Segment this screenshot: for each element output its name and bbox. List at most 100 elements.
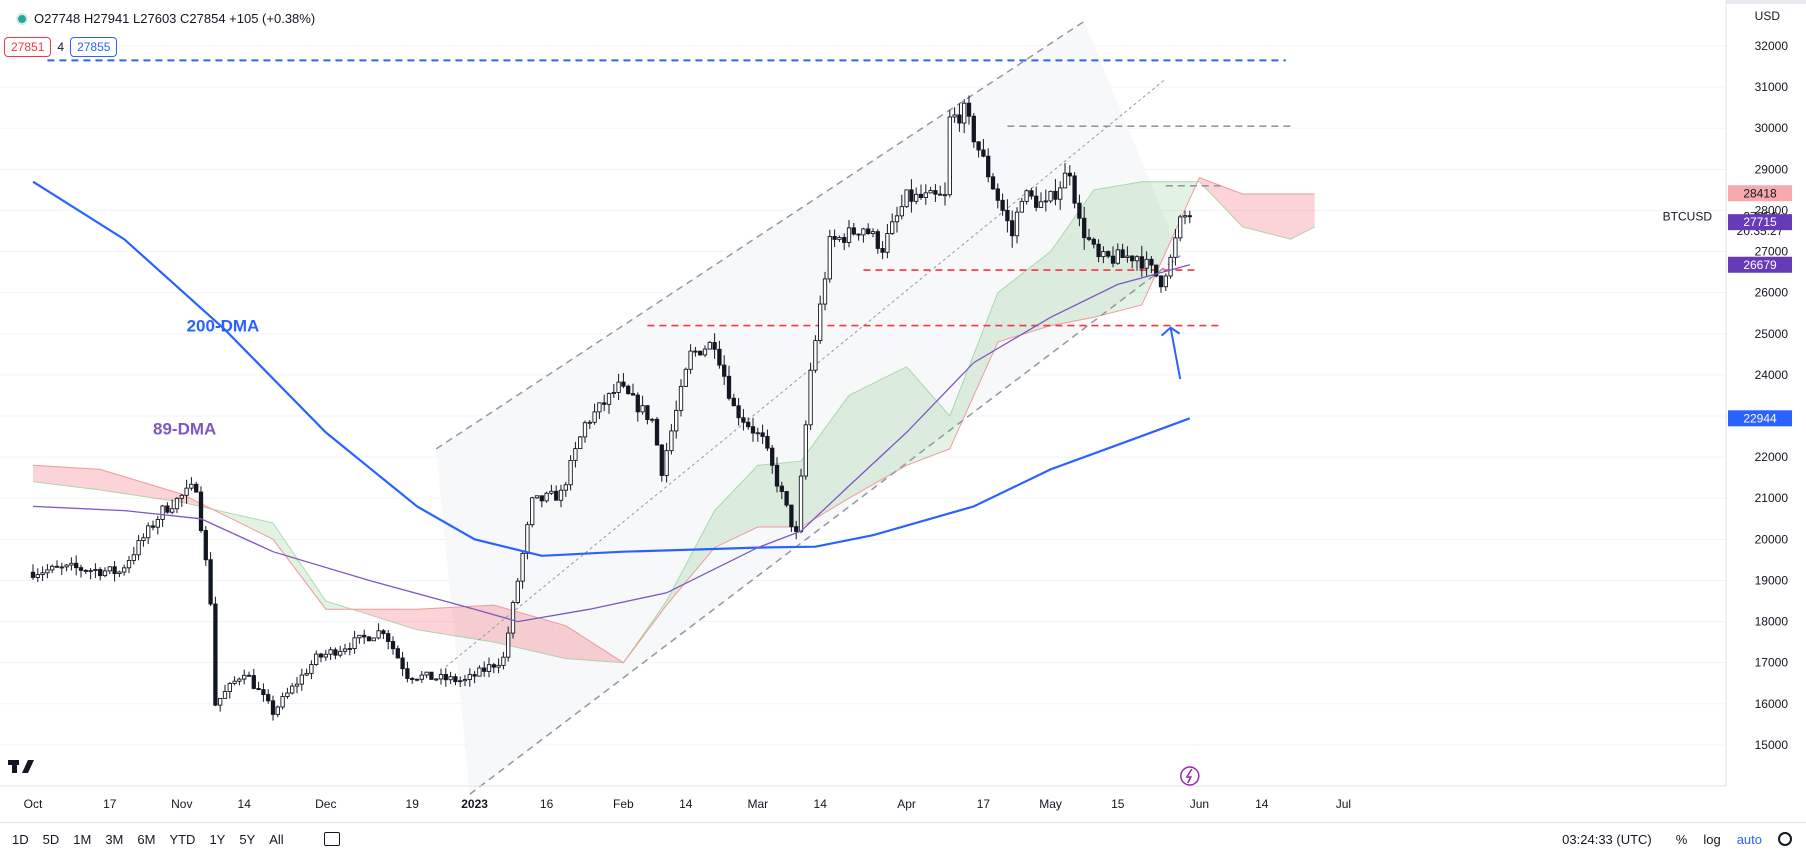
range-5y[interactable]: 5Y	[239, 831, 256, 847]
candle	[88, 568, 93, 580]
candle	[419, 670, 424, 683]
percent-toggle[interactable]: %	[1675, 831, 1688, 847]
candle-body-up	[904, 189, 909, 208]
candle-body-down	[1053, 190, 1058, 200]
candle	[827, 229, 832, 283]
cloud-bull-segment	[1041, 255, 1046, 329]
candle-body-down	[1010, 220, 1015, 237]
candle-body-down	[400, 657, 405, 670]
candle	[746, 417, 751, 430]
candle	[851, 223, 856, 236]
cloud-bull-segment	[681, 564, 686, 588]
cloud-bear-segment	[85, 468, 91, 489]
candle	[117, 570, 122, 578]
candle-body-down	[712, 341, 717, 350]
bid-button[interactable]: 27851	[4, 37, 52, 57]
range-all[interactable]: All	[269, 831, 284, 847]
candle-body-up	[683, 368, 688, 387]
cloud-bull-segment	[1021, 270, 1027, 335]
utc-clock[interactable]: 03:24:33 (UTC)	[1562, 831, 1652, 847]
candle-body-up	[357, 634, 362, 639]
ask-button[interactable]: 27855	[70, 37, 118, 57]
cloud-bear-segment	[1295, 194, 1301, 237]
candle	[429, 671, 434, 680]
candle	[875, 229, 880, 254]
candle	[309, 660, 314, 680]
price-label-text: 22944	[1743, 411, 1777, 425]
cloud-bull-segment	[268, 521, 273, 540]
candle	[654, 416, 660, 446]
range-6m[interactable]: 6M	[137, 831, 156, 847]
candle	[443, 668, 448, 687]
log-toggle[interactable]: log	[1703, 831, 1721, 847]
candle-body-up	[35, 574, 40, 578]
price-chart[interactable]: 200-DMA 89-DMA USD 15000 16000 17000 18000 1900…	[0, 0, 1806, 822]
candle	[256, 681, 261, 691]
tradingview-logo-icon	[8, 760, 34, 773]
candle-body-down	[880, 247, 885, 253]
candle	[669, 424, 674, 455]
cloud-bear-segment	[42, 465, 48, 484]
candle	[846, 220, 852, 248]
candle-body-up	[846, 227, 852, 243]
candle	[904, 189, 909, 208]
candle-body-down	[1096, 243, 1101, 258]
time-tick-label: Jun	[1190, 797, 1209, 811]
candle-body-up	[1101, 251, 1106, 258]
candle	[803, 420, 808, 480]
range-1d[interactable]: 1D	[12, 831, 29, 847]
cloud-bull-segment	[724, 495, 729, 543]
candle	[568, 455, 573, 491]
price-label-bg	[1728, 256, 1792, 273]
candle-body-up	[755, 432, 760, 435]
cloud-bull-segment	[1180, 181, 1185, 221]
candle	[486, 657, 492, 678]
price-tick-label: 15000	[1755, 738, 1789, 752]
range-ytd[interactable]: YTD	[169, 831, 196, 847]
cloud-bull-segment	[1031, 262, 1037, 332]
candle-body-up	[928, 190, 933, 194]
candle	[1077, 194, 1082, 227]
cloud-bull-segment	[661, 601, 667, 612]
candle-body-up	[563, 484, 568, 491]
range-5d[interactable]: 5D	[42, 831, 60, 847]
arrow-shaft	[1169, 327, 1182, 380]
time-tick-label: Nov	[171, 797, 192, 811]
candle-body-up	[40, 572, 45, 576]
range-1m[interactable]: 1M	[73, 831, 92, 847]
candle	[1010, 210, 1015, 248]
cloud-bear-segment	[585, 638, 590, 661]
candle-body-down	[760, 432, 765, 437]
candle	[659, 444, 664, 482]
cloud-bull-segment	[829, 415, 835, 510]
cloud-bear-segment	[393, 609, 398, 624]
date-range-icon[interactable]	[323, 832, 340, 846]
range-1y[interactable]: 1Y	[209, 831, 226, 847]
candle	[510, 600, 516, 639]
candle	[30, 564, 36, 580]
candle-body-up	[448, 676, 453, 681]
cloud-bull-segment	[1103, 187, 1109, 315]
candle-body-up	[438, 673, 444, 680]
candle-body-down	[1082, 217, 1087, 239]
cloud-bull-segment	[911, 372, 917, 464]
candle	[395, 645, 400, 659]
auto-toggle[interactable]: auto	[1736, 831, 1762, 847]
cloud-bull-segment	[762, 464, 768, 527]
cloud-bull-segment	[733, 485, 739, 539]
cloud-bull-segment	[1151, 181, 1157, 284]
candle-body-down	[362, 634, 367, 638]
candle	[986, 148, 991, 183]
cloud-bear-segment	[460, 606, 465, 638]
candle-body-up	[1048, 190, 1053, 202]
candle-body-up	[803, 424, 808, 477]
status-dot-icon	[16, 12, 28, 25]
candle-body-up	[525, 524, 530, 554]
range-3m[interactable]: 3M	[105, 831, 124, 847]
price-label-bg	[1728, 214, 1792, 231]
candle	[693, 346, 698, 357]
candle-body-up	[122, 567, 127, 573]
gear-icon[interactable]	[1778, 832, 1792, 846]
candle-body-up	[616, 381, 621, 393]
cloud-bull-segment	[1108, 186, 1113, 314]
